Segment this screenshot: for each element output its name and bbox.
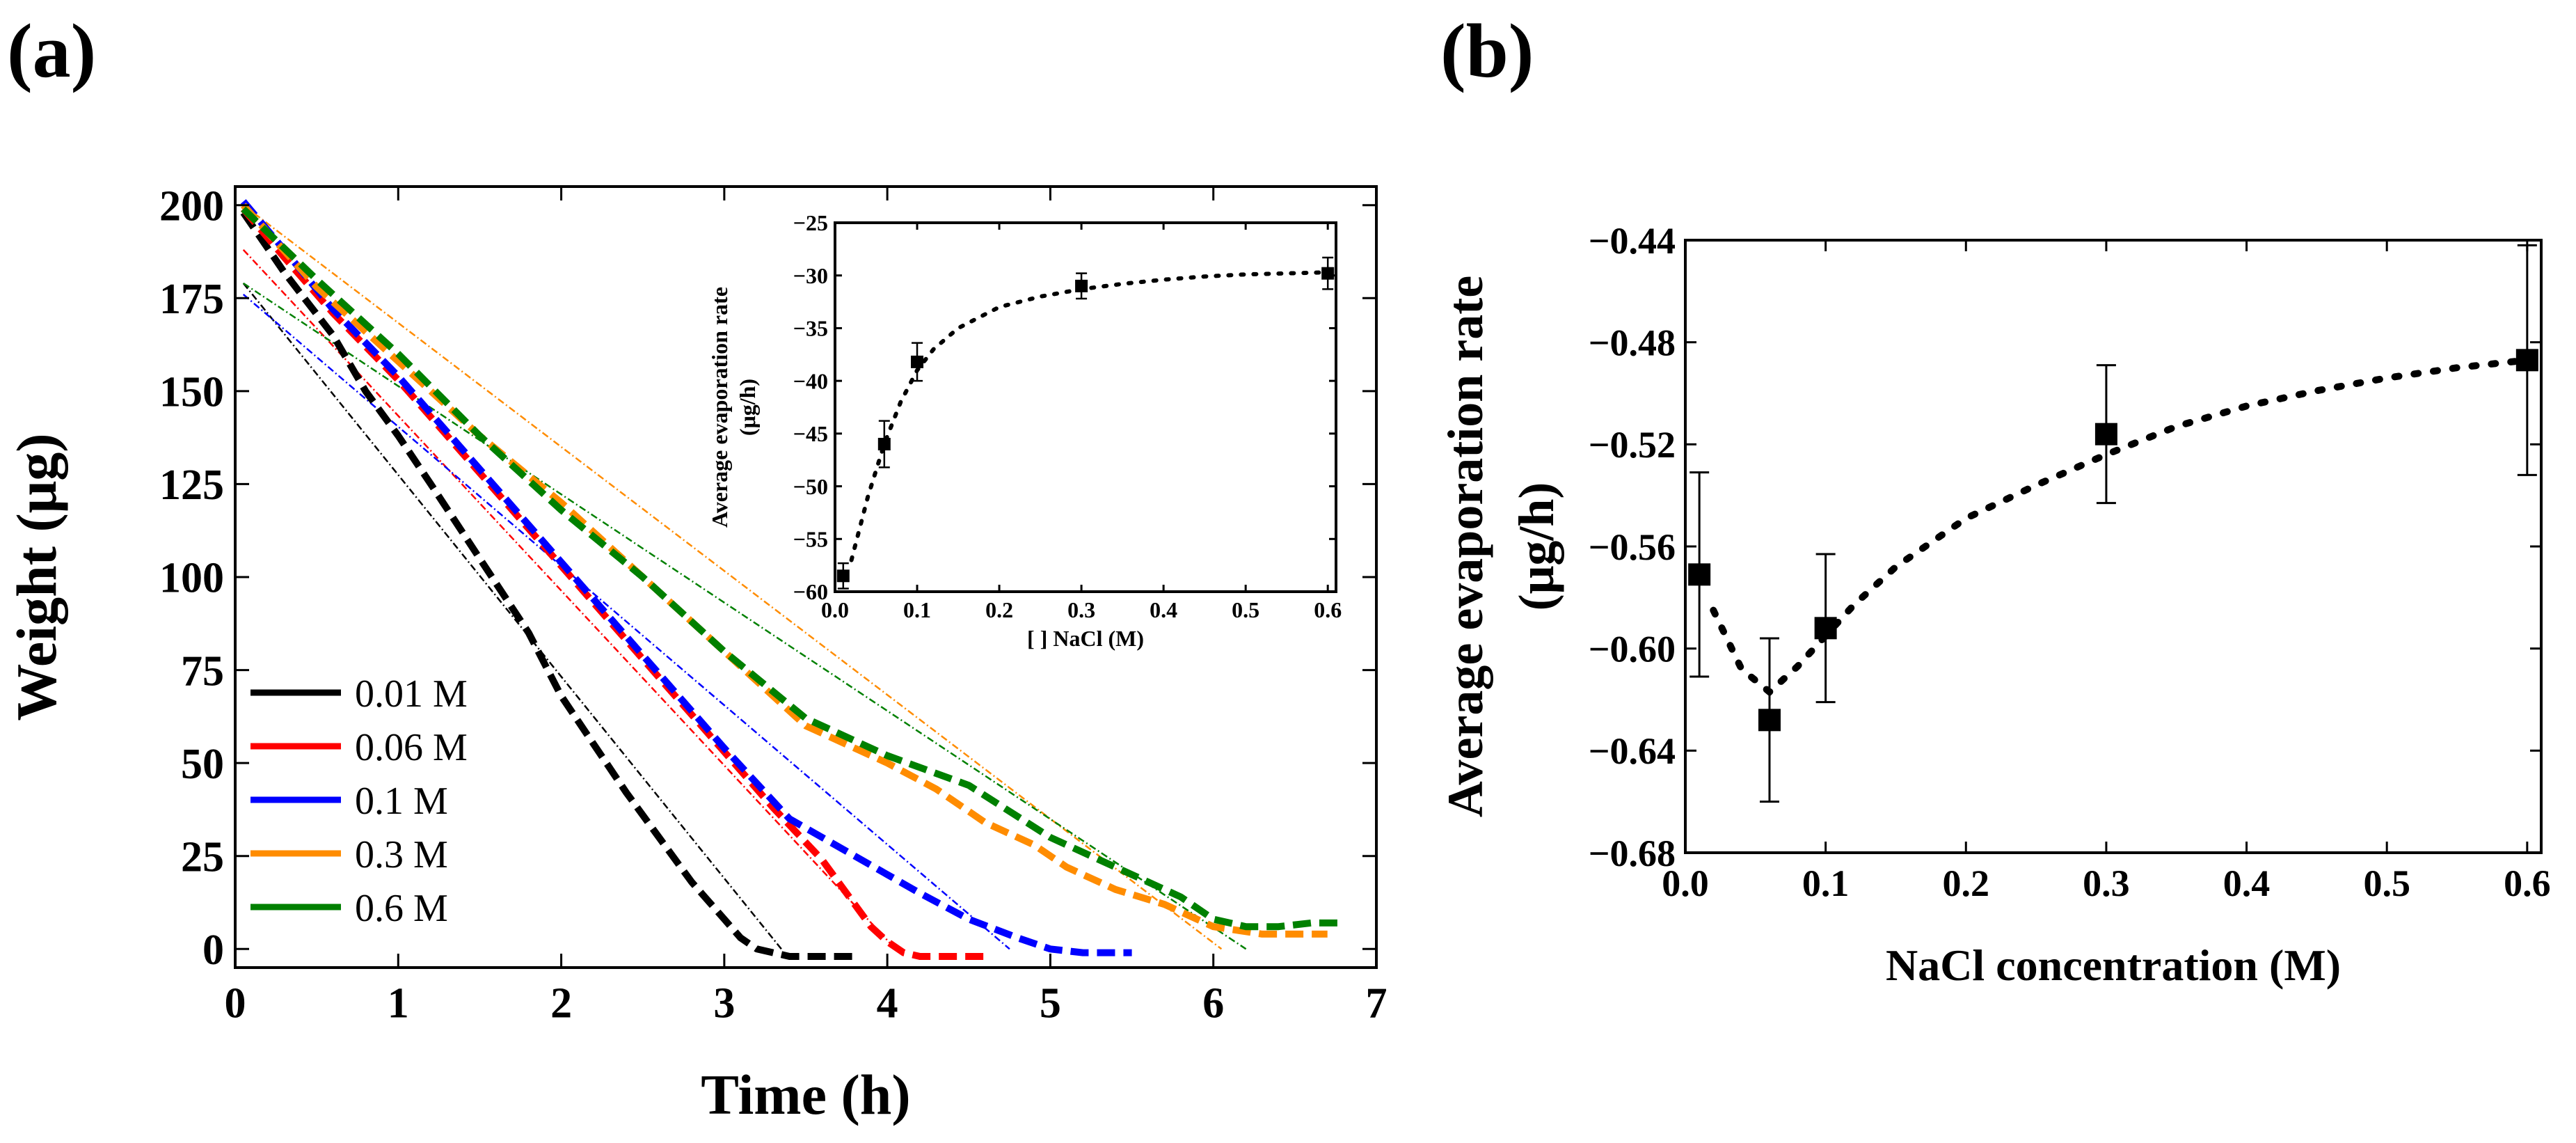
chart-b-x-tick-label: 0.3 [2083, 862, 2130, 904]
inset-y-tick-label: −60 [793, 579, 828, 604]
inset-x-axis-label: [ ] NaCl (M) [1027, 626, 1144, 651]
chart-a-x-tick-label: 5 [1040, 979, 1061, 1027]
chart-b-points [1688, 244, 2538, 803]
chart-b-x-tick-label: 0.4 [2223, 862, 2271, 904]
inset-fit-curve [835, 223, 1336, 592]
chart-a-x-tick-label: 1 [388, 979, 409, 1027]
inset-axes: 0.0 0.1 0.2 0.3 0.4 0.5 0.6 −25 −30 −35 −40 −45 −50 −… [793, 210, 1342, 622]
chart-b-data-point [1688, 563, 1711, 586]
chart-a-y-tick-label: 100 [159, 555, 224, 602]
panel-label-a: (a) [7, 8, 96, 93]
fit-line-0.01-M [242, 283, 782, 950]
chart-b-fit-curve [1710, 356, 2531, 697]
inset-y-tick-label: −30 [793, 263, 828, 288]
legend-label-0.01-M: 0.01 M [355, 672, 468, 716]
chart-b-y-tick-label: −0.52 [1589, 424, 1676, 466]
chart-a-x-tick-label: 6 [1202, 979, 1224, 1027]
chart-a-x-axis-label: Time (h) [701, 1063, 910, 1126]
chart-a-y-tick-label: 75 [181, 647, 224, 695]
inset-x-tick-label: 0.3 [1067, 597, 1095, 622]
inset-x-tick-label: 0.0 [821, 597, 849, 622]
chart-b-axes: 0.0 0.1 0.2 0.3 0.4 0.5 0.6 −0.44 −0.48 −0.52 −0.5… [1589, 220, 2551, 904]
chart-a-y-tick-label: 175 [159, 276, 224, 323]
chart-a-x-tick-label: 0 [225, 979, 246, 1027]
chart-a-y-tick-label: 150 [159, 369, 224, 416]
legend-label-0.6-M: 0.6 M [355, 887, 448, 930]
inset-y-tick-label: −25 [793, 210, 828, 235]
chart-a-y-tick-label: 50 [181, 741, 224, 788]
chart-b-y-axis-label-line2: (μg/h) [1509, 482, 1564, 611]
inset-data-point [877, 438, 891, 450]
chart-b-y-tick-label: −0.48 [1589, 322, 1676, 364]
inset-fit-line [849, 270, 1330, 562]
inset-y-tick-label: −55 [793, 526, 828, 551]
chart-b-y-tick-label: −0.68 [1589, 833, 1676, 874]
fit-line-0.1-M [242, 293, 1010, 950]
chart-b: 0.0 0.1 0.2 0.3 0.4 0.5 0.6 −0.44 −0.48 −0.52 −0.5… [1438, 220, 2551, 990]
chart-a-y-tick-label: 0 [202, 927, 224, 974]
chart-b-data-point [2094, 423, 2117, 446]
inset-data-point [836, 569, 850, 583]
chart-b-y-tick-label: −0.60 [1589, 629, 1676, 670]
chart-a-inset: 0.0 0.1 0.2 0.3 0.4 0.5 0.6 −25 −30 −35 −40 −45 −50 −… [707, 210, 1342, 651]
chart-a-series [240, 199, 1344, 960]
legend-label-0.06-M: 0.06 M [355, 726, 468, 769]
chart-a-x-tick-label: 3 [713, 979, 735, 1027]
legend-label-0.3-M: 0.3 M [355, 833, 448, 876]
chart-a-axes: 0 1 2 3 4 5 6 7 0 25 50 75 100 125 150 175 200 [159, 182, 1388, 1027]
inset-y-tick-label: −35 [793, 316, 828, 341]
chart-b-data-point [1758, 709, 1781, 732]
chart-b-frame [1684, 239, 2543, 854]
fit-line-0.3-M [242, 204, 1223, 950]
chart-b-x-tick-label: 0.0 [1662, 862, 1709, 904]
inset-x-tick-label: 0.5 [1232, 597, 1259, 622]
legend-label-0.1-M: 0.1 M [355, 780, 448, 823]
chart-b-y-tick-label: −0.56 [1589, 526, 1676, 568]
chart-b-y-tick-label: −0.64 [1589, 730, 1676, 772]
inset-x-tick-label: 0.1 [903, 597, 931, 622]
chart-a-y-tick-label: 125 [159, 462, 224, 509]
inset-x-tick-label: 0.2 [985, 597, 1013, 622]
chart-b-data-point [2515, 349, 2538, 372]
chart-b-data-point [1814, 617, 1837, 640]
chart-a-x-tick-label: 4 [877, 979, 898, 1027]
chart-b-y-axis-label-line1: Average evaporation rate [1438, 276, 1493, 817]
panel-label-b: (b) [1440, 8, 1534, 93]
inset-background [835, 223, 1336, 592]
chart-a-y-tick-label: 200 [159, 182, 224, 230]
inset-x-tick-label: 0.6 [1314, 597, 1342, 622]
series-line-0.1-M [240, 199, 1132, 956]
chart-a-legend: 0.01 M 0.06 M 0.1 M 0.3 M 0.6 M [251, 672, 468, 930]
chart-b-fit-line [1710, 356, 2531, 697]
inset-points [836, 256, 1335, 590]
series-line-0.3-M [240, 203, 1328, 938]
chart-b-y-tick-label: −0.44 [1589, 220, 1676, 262]
inset-data-point [1075, 279, 1088, 292]
inset-frame [834, 221, 1337, 593]
inset-y-axis-label-line2: (μg/h) [735, 379, 760, 436]
inset-data-point [1321, 267, 1335, 280]
chart-a-y-tick-label: 25 [181, 833, 224, 881]
inset-x-tick-label: 0.4 [1150, 597, 1177, 622]
chart-b-x-tick-label: 0.1 [1802, 862, 1850, 904]
inset-y-tick-label: −40 [793, 368, 828, 393]
series-line-0.01-M [240, 210, 855, 960]
inset-y-tick-label: −45 [793, 421, 828, 446]
chart-b-x-tick-label: 0.2 [1943, 862, 1990, 904]
chart-b-x-tick-label: 0.5 [2363, 862, 2410, 904]
inset-data-point [911, 355, 924, 368]
inset-y-tick-label: −50 [793, 474, 828, 499]
chart-a-x-tick-label: 7 [1366, 979, 1388, 1027]
chart-a-x-tick-label: 2 [550, 979, 572, 1027]
series-line-0.6-M [241, 206, 1344, 931]
chart-b-x-tick-label: 0.6 [2504, 862, 2551, 904]
chart-b-x-axis-label: NaCl concentration (M) [1886, 940, 2341, 990]
chart-a-y-axis-label: Weight (μg) [5, 433, 68, 720]
inset-y-axis-label-line1: Average evaporation rate [707, 287, 732, 528]
